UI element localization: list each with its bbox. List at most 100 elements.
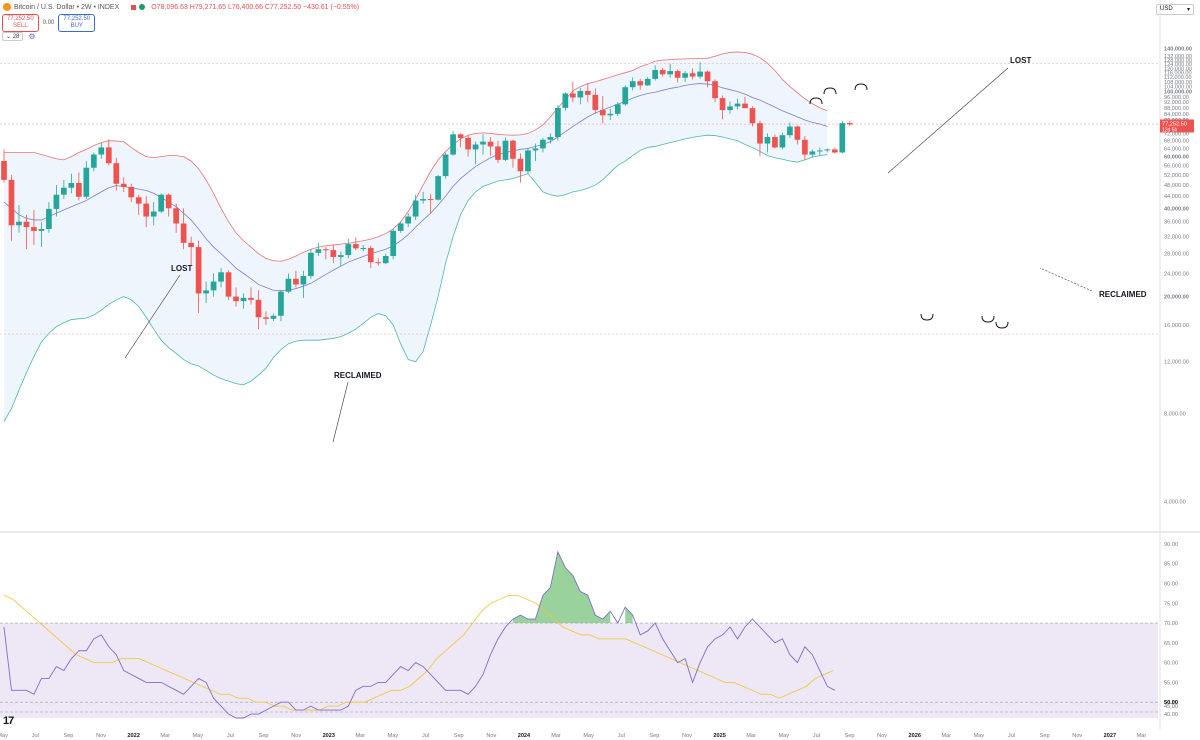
- candle[interactable]: [23, 214, 30, 250]
- candle[interactable]: [105, 139, 112, 166]
- candle[interactable]: [682, 71, 688, 82]
- candle[interactable]: [337, 251, 344, 266]
- candle[interactable]: [38, 221, 45, 248]
- candle[interactable]: [547, 133, 554, 144]
- candle[interactable]: [607, 108, 614, 121]
- candle[interactable]: [525, 148, 531, 174]
- candle[interactable]: [734, 98, 741, 110]
- candle[interactable]: [128, 183, 135, 203]
- candle[interactable]: [435, 174, 441, 201]
- candle[interactable]: [450, 130, 456, 156]
- candle[interactable]: [704, 70, 711, 88]
- candle[interactable]: [472, 141, 479, 165]
- candle[interactable]: [210, 273, 217, 297]
- candle[interactable]: [345, 238, 352, 259]
- candle[interactable]: [457, 133, 464, 148]
- candle[interactable]: [218, 268, 224, 288]
- candle[interactable]: [31, 209, 37, 245]
- candle[interactable]: [315, 242, 322, 257]
- candle[interactable]: [577, 87, 584, 105]
- candle[interactable]: [629, 77, 636, 91]
- buy-button[interactable]: 77,252.50 BUY: [58, 14, 96, 32]
- candle[interactable]: [427, 193, 434, 214]
- candle[interactable]: [375, 258, 382, 266]
- candle[interactable]: [16, 205, 22, 233]
- candle[interactable]: [180, 208, 187, 250]
- candle[interactable]: [420, 191, 426, 204]
- candle[interactable]: [824, 148, 831, 153]
- candle[interactable]: [165, 193, 172, 217]
- candle[interactable]: [412, 194, 419, 220]
- candle[interactable]: [203, 281, 209, 304]
- candle[interactable]: [285, 273, 292, 294]
- candle[interactable]: [495, 140, 501, 164]
- candle[interactable]: [764, 133, 771, 153]
- candle[interactable]: [1, 149, 7, 183]
- candle[interactable]: [517, 153, 524, 183]
- candle[interactable]: [465, 135, 471, 157]
- candle[interactable]: [689, 68, 696, 80]
- candle[interactable]: [555, 105, 561, 141]
- candle[interactable]: [757, 120, 763, 157]
- candle[interactable]: [712, 79, 718, 103]
- rsi-pane[interactable]: [0, 550, 1158, 719]
- candle[interactable]: [809, 149, 816, 158]
- candle[interactable]: [113, 157, 120, 191]
- candle[interactable]: [614, 102, 621, 117]
- candle[interactable]: [90, 152, 97, 172]
- candle[interactable]: [8, 174, 15, 241]
- candle[interactable]: [195, 240, 202, 313]
- candle[interactable]: [831, 147, 838, 154]
- gear-icon[interactable]: ⚙: [28, 32, 36, 41]
- candle[interactable]: [382, 253, 389, 265]
- candle[interactable]: [442, 152, 449, 179]
- currency-select[interactable]: USD ▾: [1156, 4, 1194, 15]
- symbol-title[interactable]: Bitcoin / U.S. Dollar • 2W • INDEX: [14, 3, 120, 11]
- candle[interactable]: [330, 244, 337, 264]
- candle[interactable]: [263, 311, 269, 326]
- candle[interactable]: [816, 147, 823, 156]
- candle[interactable]: [83, 160, 90, 200]
- candle[interactable]: [76, 172, 82, 201]
- candle[interactable]: [652, 65, 659, 81]
- candle[interactable]: [68, 173, 75, 194]
- candle[interactable]: [158, 193, 165, 214]
- candle[interactable]: [569, 81, 576, 103]
- candle[interactable]: [697, 62, 703, 79]
- candle[interactable]: [120, 177, 127, 192]
- candle[interactable]: [787, 122, 793, 138]
- candle[interactable]: [323, 247, 329, 260]
- sell-button[interactable]: 77,252.50 SELL: [2, 14, 39, 32]
- candle[interactable]: [742, 96, 748, 109]
- candle[interactable]: [727, 101, 733, 114]
- candle[interactable]: [46, 202, 52, 233]
- indicators-toggle[interactable]: ⌄ 28: [2, 32, 24, 41]
- candle[interactable]: [802, 136, 808, 160]
- candle[interactable]: [779, 132, 786, 150]
- candle[interactable]: [584, 83, 591, 103]
- candle[interactable]: [839, 120, 846, 154]
- candle[interactable]: [308, 249, 314, 279]
- candle[interactable]: [98, 142, 105, 159]
- candle[interactable]: [188, 236, 194, 266]
- candle[interactable]: [532, 143, 539, 161]
- candle[interactable]: [540, 137, 546, 153]
- candle[interactable]: [61, 179, 67, 200]
- candle[interactable]: [240, 293, 247, 309]
- candle[interactable]: [510, 139, 516, 168]
- candle[interactable]: [53, 185, 60, 217]
- candle[interactable]: [719, 95, 726, 120]
- candle[interactable]: [300, 270, 307, 298]
- candle[interactable]: [173, 203, 179, 233]
- candle[interactable]: [667, 63, 673, 78]
- candle[interactable]: [225, 270, 232, 300]
- candle[interactable]: [405, 213, 412, 228]
- candle[interactable]: [367, 245, 374, 269]
- candle[interactable]: [659, 67, 666, 77]
- candle[interactable]: [143, 196, 150, 228]
- candle[interactable]: [352, 237, 359, 251]
- candle[interactable]: [644, 77, 651, 86]
- price-pane[interactable]: LOST RECLAIMED LOST RECLAIMED: [0, 51, 1158, 443]
- candle[interactable]: [248, 287, 254, 305]
